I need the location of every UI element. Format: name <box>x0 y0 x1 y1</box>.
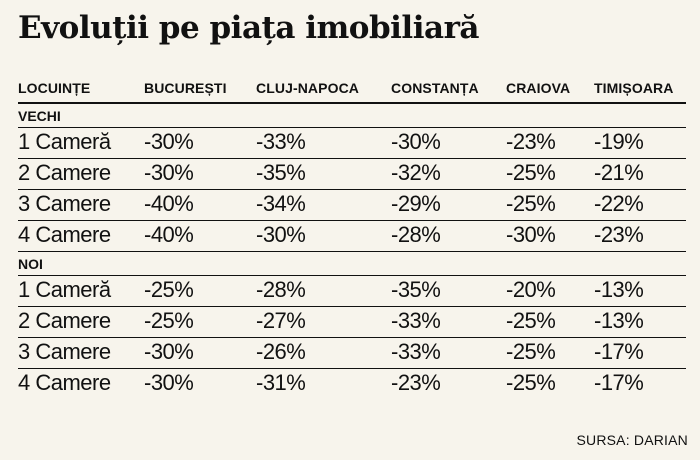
column-header: CONSTANȚA <box>391 80 479 96</box>
column-header: TIMIȘOARA <box>594 80 674 96</box>
table-cell: -35% <box>256 160 306 185</box>
table-cell: -25% <box>506 191 556 216</box>
table-cell: -30% <box>144 339 194 364</box>
data-table: LOCUINȚE BUCUREȘTI CLUJ-NAPOCA CONSTANȚA… <box>18 74 686 400</box>
table-row: 3 Camere -40% -34% -29% -25% -22% <box>18 190 686 221</box>
row-label: 1 Cameră <box>18 277 111 302</box>
table-cell: -28% <box>256 277 306 302</box>
table-cell: -30% <box>144 160 194 185</box>
table-cell: -21% <box>594 160 644 185</box>
table-cell: -40% <box>144 191 194 216</box>
table-cell: -26% <box>256 339 306 364</box>
source-credit: SURSA: DARIAN <box>576 432 688 448</box>
table-cell: -29% <box>391 191 441 216</box>
table-row: 1 Cameră -25% -28% -35% -20% -13% <box>18 276 686 307</box>
row-label: 4 Camere <box>18 370 111 395</box>
table-cell: -35% <box>391 277 441 302</box>
page-title: Evoluții pe piața imobiliară <box>18 10 480 46</box>
table-cell: -30% <box>144 370 194 395</box>
table-cell: -30% <box>144 129 194 154</box>
table-cell: -33% <box>256 129 306 154</box>
row-label: 2 Camere <box>18 308 111 333</box>
table-cell: -23% <box>594 222 644 247</box>
table-cell: -25% <box>506 308 556 333</box>
table-cell: -25% <box>506 339 556 364</box>
table-cell: -23% <box>506 129 556 154</box>
table-cell: -28% <box>391 222 441 247</box>
row-label: 3 Camere <box>18 339 111 364</box>
column-header: LOCUINȚE <box>18 80 91 96</box>
table-body: VECHI 1 Cameră -30% -33% -30% -23% -19% 2 Camer… <box>18 104 686 400</box>
row-label: 4 Camere <box>18 222 111 247</box>
column-header: CRAIOVA <box>506 80 571 96</box>
table-cell: -34% <box>256 191 306 216</box>
table-cell: -13% <box>594 308 644 333</box>
table-row: 2 Camere -30% -35% -32% -25% -21% <box>18 159 686 190</box>
table-row: 3 Camere -30% -26% -33% -25% -17% <box>18 338 686 369</box>
table-cell: -17% <box>594 370 644 395</box>
table-cell: -33% <box>391 308 441 333</box>
row-label: 1 Cameră <box>18 129 111 154</box>
table-cell: -23% <box>391 370 441 395</box>
table-row: 4 Camere -40% -30% -28% -30% -23% <box>18 221 686 252</box>
table-row: 1 Cameră -30% -33% -30% -23% -19% <box>18 128 686 159</box>
table-cell: -20% <box>506 277 556 302</box>
table-cell: -19% <box>594 129 644 154</box>
section-header: NOI <box>18 252 686 276</box>
row-label: 2 Camere <box>18 160 111 185</box>
column-header: CLUJ-NAPOCA <box>256 80 359 96</box>
table-cell: -17% <box>594 339 644 364</box>
table-cell: -25% <box>144 308 194 333</box>
table-row: 4 Camere -30% -31% -23% -25% -17% <box>18 369 686 400</box>
table-cell: -22% <box>594 191 644 216</box>
table-cell: -27% <box>256 308 306 333</box>
table-cell: -25% <box>144 277 194 302</box>
table-cell: -13% <box>594 277 644 302</box>
table-row: 2 Camere -25% -27% -33% -25% -13% <box>18 307 686 338</box>
table-cell: -30% <box>391 129 441 154</box>
table-cell: -31% <box>256 370 306 395</box>
row-label: 3 Camere <box>18 191 111 216</box>
section-label: VECHI <box>18 108 61 124</box>
section-label: NOI <box>18 256 43 272</box>
table-cell: -32% <box>391 160 441 185</box>
table-cell: -30% <box>506 222 556 247</box>
table-cell: -25% <box>506 160 556 185</box>
column-header: BUCUREȘTI <box>144 80 227 96</box>
table-cell: -40% <box>144 222 194 247</box>
table-cell: -25% <box>506 370 556 395</box>
section-header: VECHI <box>18 104 686 128</box>
table-header-row: LOCUINȚE BUCUREȘTI CLUJ-NAPOCA CONSTANȚA… <box>18 74 686 104</box>
table-cell: -30% <box>256 222 306 247</box>
table-cell: -33% <box>391 339 441 364</box>
